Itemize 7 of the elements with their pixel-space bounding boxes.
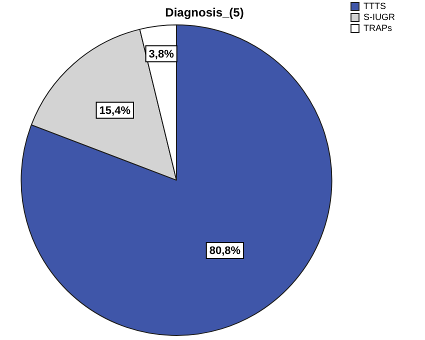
data-label: 3,8% bbox=[148, 48, 174, 60]
data-label: 80,8% bbox=[209, 245, 241, 258]
legend-label: TTTS bbox=[364, 0, 386, 11]
legend-label: TRAPs bbox=[364, 22, 393, 33]
data-label: 15,4% bbox=[99, 104, 131, 117]
chart-title: Diagnosis_(5) bbox=[165, 6, 244, 20]
legend-label: S-IUGR bbox=[364, 12, 396, 22]
